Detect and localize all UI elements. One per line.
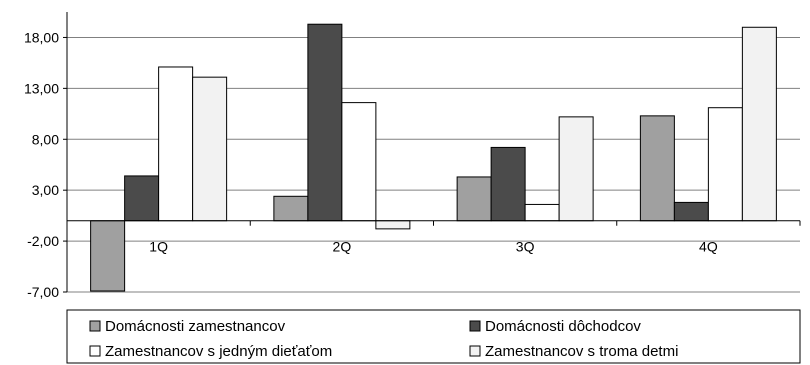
legend-swatch <box>89 320 101 332</box>
bar <box>124 175 160 222</box>
bar <box>558 116 594 222</box>
legend-swatch <box>469 320 481 332</box>
bar <box>707 107 743 222</box>
bar <box>639 115 675 222</box>
y-tick-label: 13,00 <box>24 80 59 96</box>
bar <box>273 195 309 222</box>
bar <box>524 203 560 222</box>
bar <box>490 146 526 222</box>
bars <box>90 23 777 292</box>
category-label: 2Q <box>333 239 352 255</box>
bar <box>307 23 343 222</box>
legend-label: Zamestnancov s jedným dieťaťom <box>105 343 332 360</box>
y-tick-label: 8,00 <box>32 131 59 147</box>
bar <box>341 102 377 222</box>
y-tick-label: -2,00 <box>27 233 59 249</box>
category-label: 3Q <box>516 239 535 255</box>
bar <box>192 76 228 222</box>
legend-swatch <box>89 345 101 357</box>
bar <box>375 220 411 230</box>
y-tick-label: 18,00 <box>24 29 59 45</box>
legend-label: Zamestnancov s troma detmi <box>485 343 678 360</box>
bar <box>741 26 777 222</box>
category-label: 1Q <box>149 239 168 255</box>
legend-box <box>66 309 801 364</box>
legend: Domácnosti zamestnancov Domácnosti dôchod… <box>66 309 801 364</box>
y-tick-label: 3,00 <box>32 182 59 198</box>
axis-labels: -7,00 -2,00 3,00 8,00 13,00 18,00 1Q 2Q 3Q 4Q <box>24 29 718 300</box>
y-tick-label: -7,00 <box>27 284 59 300</box>
legend-label: Domácnosti dôchodcov <box>485 318 641 335</box>
category-label: 4Q <box>699 239 718 255</box>
bar <box>673 201 709 222</box>
bar <box>456 176 492 222</box>
axes <box>63 12 801 293</box>
bar <box>90 220 126 292</box>
legend-swatch <box>469 345 481 357</box>
bar <box>158 66 194 222</box>
legend-label: Domácnosti zamestnancov <box>105 318 286 335</box>
